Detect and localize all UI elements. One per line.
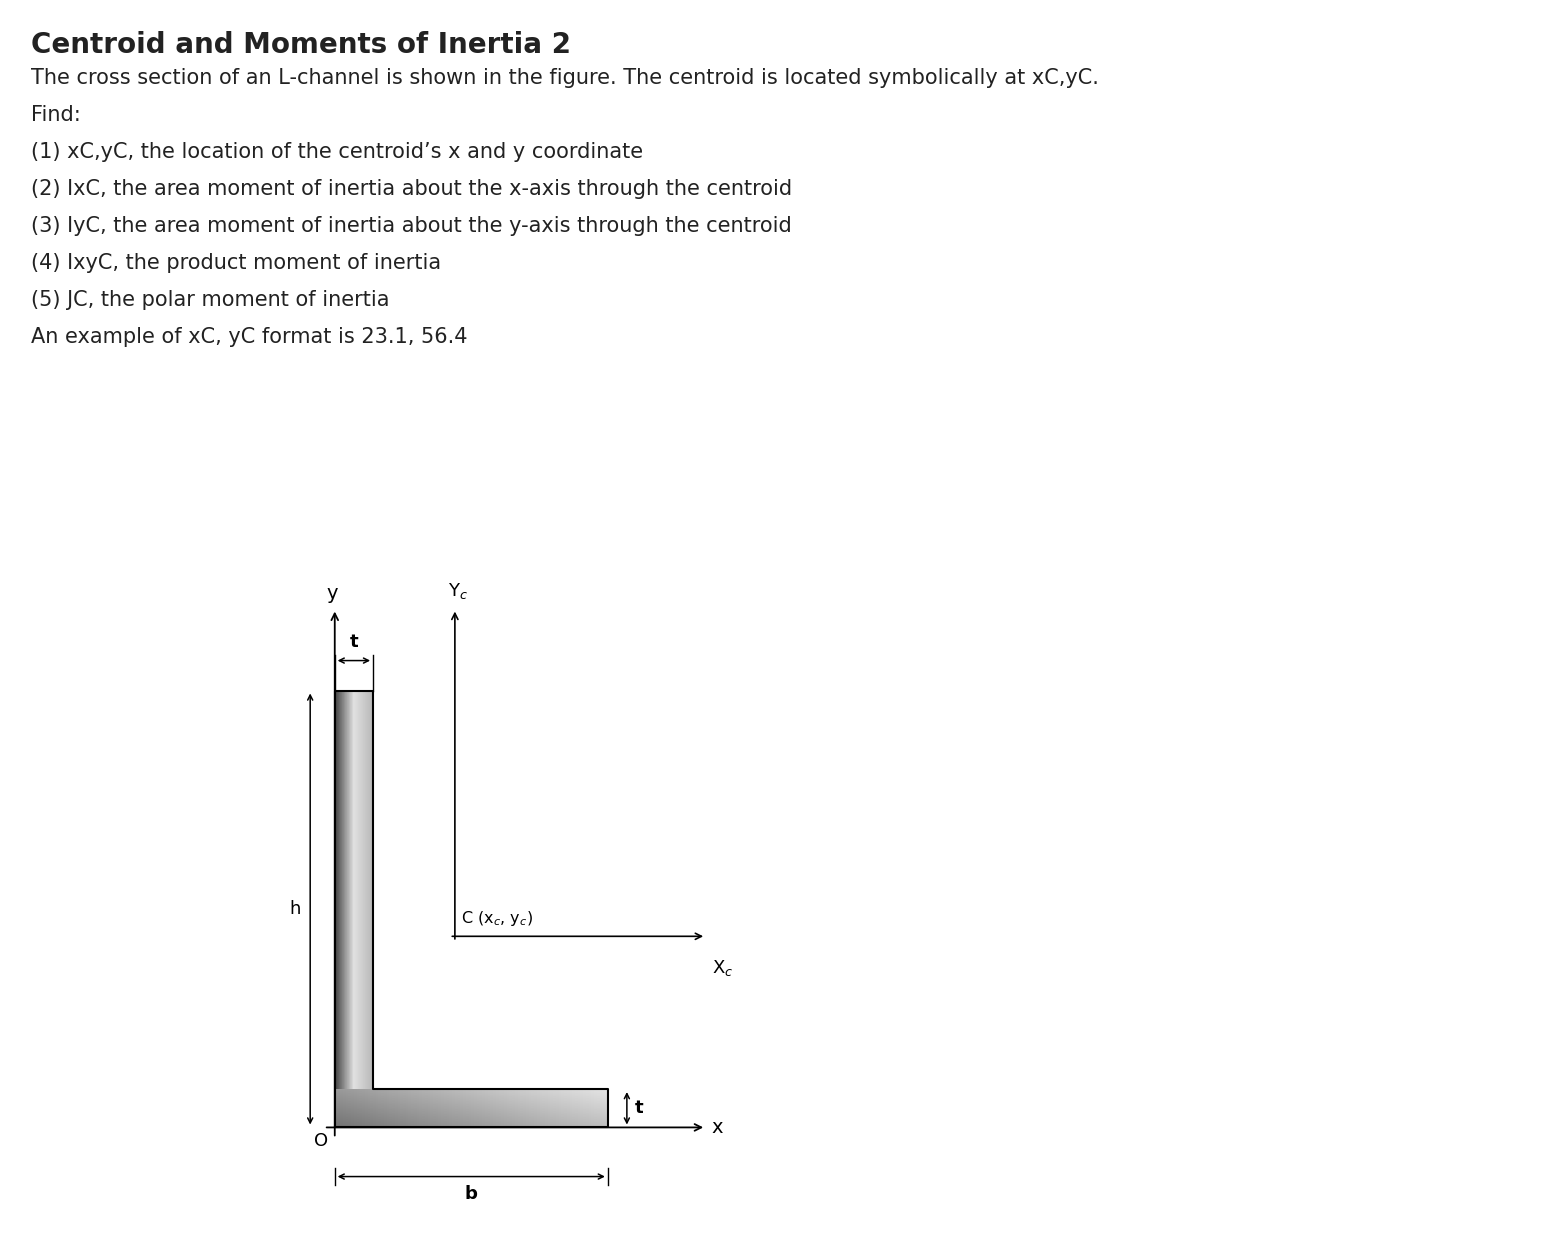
Text: (3) IyC, the area moment of inertia about the y-axis through the centroid: (3) IyC, the area moment of inertia abou… xyxy=(31,216,791,236)
Text: t: t xyxy=(349,633,358,652)
Text: The cross section of an L-channel is shown in the figure. The centroid is locate: The cross section of an L-channel is sho… xyxy=(31,68,1098,88)
Text: y: y xyxy=(326,584,338,603)
Text: t: t xyxy=(636,1099,643,1117)
Text: x: x xyxy=(712,1118,723,1137)
Text: (4) IxyC, the product moment of inertia: (4) IxyC, the product moment of inertia xyxy=(31,253,441,273)
Text: (1) xC,yC, the location of the centroid’s x and y coordinate: (1) xC,yC, the location of the centroid’… xyxy=(31,142,643,162)
Text: Find:: Find: xyxy=(31,105,81,125)
Text: (2) IxC, the area moment of inertia about the x-axis through the centroid: (2) IxC, the area moment of inertia abou… xyxy=(31,179,793,199)
Text: O: O xyxy=(315,1132,329,1150)
Text: Centroid and Moments of Inertia 2: Centroid and Moments of Inertia 2 xyxy=(31,31,572,59)
Text: h: h xyxy=(290,900,301,918)
Text: Y$_c$: Y$_c$ xyxy=(447,580,467,601)
Text: b: b xyxy=(464,1185,478,1203)
Text: An example of xC, yC format is 23.1, 56.4: An example of xC, yC format is 23.1, 56.… xyxy=(31,327,467,347)
Text: C (x$_c$, y$_c$): C (x$_c$, y$_c$) xyxy=(461,909,533,928)
Text: X$_c$: X$_c$ xyxy=(712,958,732,979)
Text: (5) JC, the polar moment of inertia: (5) JC, the polar moment of inertia xyxy=(31,290,390,310)
